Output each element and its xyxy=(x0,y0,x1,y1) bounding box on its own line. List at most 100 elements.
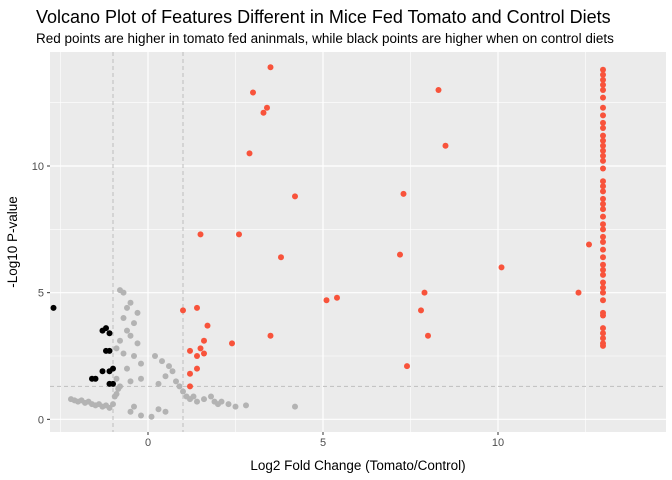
point-up xyxy=(229,340,235,347)
point-not-significant xyxy=(173,378,179,385)
point-not-significant xyxy=(134,340,141,347)
point-up xyxy=(600,76,606,83)
point-up xyxy=(187,383,193,390)
point-not-significant xyxy=(155,406,162,413)
y-tick-label: 5 xyxy=(38,288,44,300)
x-tick-label: 5 xyxy=(320,437,326,449)
point-up xyxy=(197,231,204,238)
point-not-significant xyxy=(127,332,134,339)
point-up xyxy=(600,132,606,139)
point-down xyxy=(106,347,113,354)
point-up xyxy=(600,81,606,88)
point-not-significant xyxy=(138,412,144,419)
minor-grid xyxy=(50,52,666,432)
point-not-significant xyxy=(169,368,176,375)
point-not-significant xyxy=(113,345,120,352)
point-up xyxy=(600,183,606,190)
point-up xyxy=(498,264,505,271)
point-up xyxy=(600,178,606,185)
point-not-significant xyxy=(127,299,134,306)
point-up xyxy=(246,150,253,157)
y-axis-title: -Log10 P-value xyxy=(5,196,20,288)
point-not-significant xyxy=(131,353,137,359)
point-up xyxy=(600,137,606,144)
point-not-significant xyxy=(134,309,141,316)
point-down xyxy=(99,368,106,375)
point-not-significant xyxy=(138,360,144,367)
y-axis: 0 5 10 xyxy=(32,161,50,426)
point-not-significant xyxy=(166,363,172,370)
point-up xyxy=(600,112,606,119)
point-up xyxy=(600,239,606,245)
point-up xyxy=(600,312,606,319)
point-up xyxy=(236,231,242,238)
point-up xyxy=(435,87,442,93)
point-up xyxy=(600,104,606,111)
point-up xyxy=(600,266,606,273)
point-up xyxy=(397,251,403,258)
point-not-significant xyxy=(225,401,232,408)
point-up xyxy=(600,226,606,233)
point-up xyxy=(187,347,193,354)
chart-title: Volcano Plot of Features Different in Mi… xyxy=(36,7,611,27)
point-up xyxy=(194,365,200,372)
point-down xyxy=(99,327,106,334)
point-up xyxy=(194,304,200,311)
plot-panel xyxy=(50,52,666,432)
point-up xyxy=(600,233,606,240)
point-up xyxy=(187,370,193,377)
point-up xyxy=(600,165,606,172)
point-up xyxy=(201,350,207,357)
point-up xyxy=(260,109,267,116)
point-up xyxy=(586,241,592,248)
point-up xyxy=(600,254,606,261)
point-up xyxy=(600,330,606,337)
x-axis-title: Log2 Fold Change (Tomato/Control) xyxy=(250,458,465,473)
point-up xyxy=(600,157,606,164)
point-up xyxy=(600,206,606,213)
point-up xyxy=(600,152,606,159)
point-not-significant xyxy=(162,408,169,415)
point-not-significant xyxy=(117,337,123,344)
point-not-significant xyxy=(106,404,113,411)
y-tick-label: 10 xyxy=(32,161,44,173)
point-up xyxy=(600,221,606,228)
point-up xyxy=(600,213,606,220)
point-up xyxy=(600,87,606,93)
point-down xyxy=(50,304,57,311)
point-up xyxy=(404,363,410,370)
point-up xyxy=(264,104,270,111)
point-down xyxy=(106,330,113,337)
point-not-significant xyxy=(152,353,158,359)
chart-subtitle: Red points are higher in tomato fed anin… xyxy=(36,31,614,46)
point-up xyxy=(425,332,431,339)
point-up xyxy=(600,261,606,268)
point-not-significant xyxy=(138,375,144,382)
point-up xyxy=(600,271,606,278)
point-up xyxy=(600,279,606,286)
point-not-significant xyxy=(110,401,116,408)
point-not-significant xyxy=(124,365,130,372)
point-not-significant xyxy=(115,385,122,392)
point-up xyxy=(600,188,606,195)
point-up xyxy=(600,284,606,291)
point-up xyxy=(278,254,284,261)
point-not-significant xyxy=(176,383,183,390)
point-not-significant xyxy=(120,315,127,321)
point-not-significant xyxy=(111,393,118,400)
point-not-significant xyxy=(232,403,239,410)
point-up xyxy=(575,289,582,296)
point-up xyxy=(600,195,606,202)
point-not-significant xyxy=(120,350,127,357)
point-up xyxy=(418,307,424,314)
point-up xyxy=(323,297,330,304)
point-up xyxy=(600,142,606,149)
point-not-significant xyxy=(162,373,169,380)
point-down xyxy=(89,375,95,382)
point-up xyxy=(204,322,211,329)
point-up xyxy=(600,94,606,101)
point-up xyxy=(600,66,606,73)
point-up xyxy=(600,335,606,342)
point-not-significant xyxy=(155,380,162,387)
